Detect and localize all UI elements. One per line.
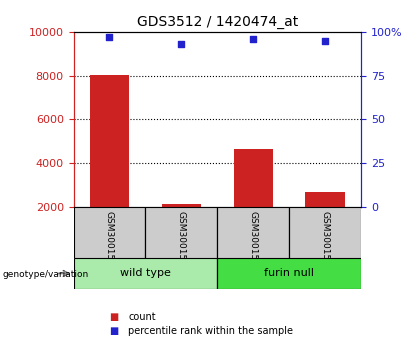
- Title: GDS3512 / 1420474_at: GDS3512 / 1420474_at: [137, 16, 298, 29]
- Point: [250, 36, 257, 42]
- Bar: [162, 204, 201, 207]
- Bar: [289, 207, 361, 258]
- Text: GSM300156: GSM300156: [321, 211, 330, 266]
- Point: [106, 34, 113, 40]
- Text: GSM300154: GSM300154: [177, 211, 186, 266]
- Text: GSM300153: GSM300153: [105, 211, 114, 266]
- Text: GSM300155: GSM300155: [249, 211, 258, 266]
- Bar: [74, 207, 145, 258]
- Text: wild type: wild type: [120, 268, 171, 279]
- Bar: [305, 192, 345, 207]
- Bar: [90, 75, 129, 207]
- Bar: [145, 207, 218, 258]
- Point: [178, 41, 185, 47]
- Text: furin null: furin null: [264, 268, 314, 279]
- Text: ■: ■: [109, 312, 118, 322]
- Bar: [234, 149, 273, 207]
- Text: percentile rank within the sample: percentile rank within the sample: [128, 326, 293, 336]
- Text: ■: ■: [109, 326, 118, 336]
- Bar: [74, 258, 218, 289]
- Bar: [218, 207, 289, 258]
- Text: count: count: [128, 312, 156, 322]
- Text: genotype/variation: genotype/variation: [2, 270, 88, 279]
- Bar: [218, 258, 361, 289]
- Point: [322, 38, 328, 44]
